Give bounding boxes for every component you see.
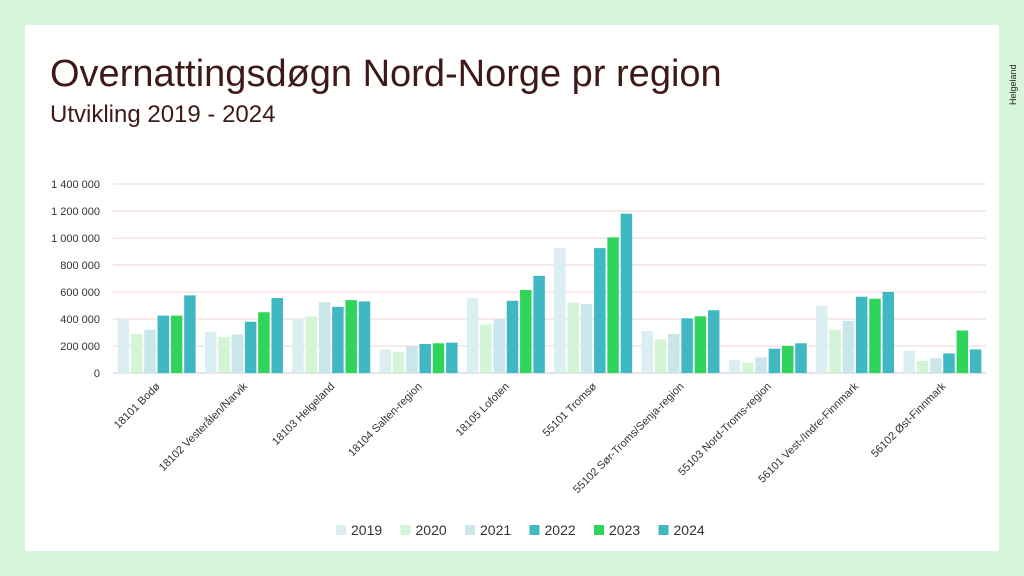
legend-label: 2022 bbox=[545, 522, 576, 538]
bar bbox=[567, 302, 579, 373]
x-tick-label: 18103 Helgeland bbox=[270, 381, 337, 448]
bar bbox=[117, 319, 130, 373]
bar bbox=[305, 316, 318, 373]
bar bbox=[768, 348, 781, 373]
legend-swatch bbox=[529, 525, 540, 535]
x-tick-label: 18104 Salten-region bbox=[346, 381, 425, 460]
y-tick-label: 400 000 bbox=[60, 314, 100, 326]
bar bbox=[170, 315, 183, 373]
bar bbox=[681, 318, 693, 373]
legend-label: 2023 bbox=[609, 522, 640, 538]
bar bbox=[144, 329, 156, 373]
bar bbox=[130, 333, 143, 373]
slide: Overnattingsdøgn Nord-Norge pr region Ut… bbox=[25, 25, 1018, 551]
bar bbox=[506, 300, 519, 373]
bar bbox=[332, 306, 344, 373]
x-tick-label: 18102 Vesterålen/Narvik bbox=[157, 380, 251, 474]
y-tick-label: 1 000 000 bbox=[51, 233, 100, 245]
bar bbox=[466, 298, 479, 373]
bar bbox=[842, 321, 855, 373]
bar bbox=[218, 337, 230, 373]
legend-swatch bbox=[465, 525, 475, 535]
bar bbox=[916, 360, 929, 373]
bar bbox=[969, 349, 982, 373]
y-tick-label: 800 000 bbox=[60, 260, 100, 272]
bar bbox=[406, 346, 418, 373]
bar bbox=[533, 275, 545, 373]
bar bbox=[903, 350, 915, 373]
bar bbox=[594, 248, 606, 373]
bar bbox=[358, 301, 371, 373]
bar bbox=[694, 316, 707, 373]
x-tick-label: 18101 Bodø bbox=[112, 380, 163, 431]
bar bbox=[271, 298, 283, 373]
bar bbox=[929, 358, 942, 373]
y-tick-label: 600 000 bbox=[60, 287, 100, 299]
legend-swatch bbox=[658, 525, 669, 535]
bar bbox=[668, 333, 680, 373]
bar bbox=[829, 329, 841, 373]
y-tick-label: 1 200 000 bbox=[51, 206, 100, 218]
y-tick-label: 1 400 000 bbox=[51, 179, 100, 191]
y-tick-label: 0 bbox=[94, 368, 100, 380]
x-tick-label: 56102 Øst-Finnmark bbox=[869, 380, 949, 460]
bar bbox=[654, 339, 667, 373]
legend-label: 2024 bbox=[674, 522, 705, 538]
y-tick-label: 200 000 bbox=[60, 341, 100, 353]
legend-label: 2019 bbox=[351, 522, 382, 538]
x-tick-label: 55101 Tromsø bbox=[541, 380, 600, 439]
bar bbox=[869, 298, 881, 373]
bar bbox=[882, 292, 895, 373]
bar bbox=[781, 346, 794, 373]
bar bbox=[816, 305, 828, 373]
bar bbox=[204, 331, 217, 373]
bar bbox=[480, 324, 492, 373]
bar bbox=[419, 343, 431, 373]
bar bbox=[318, 302, 331, 373]
x-tick-label: 55103 Nord-Troms-region bbox=[676, 381, 774, 479]
legend-swatch bbox=[594, 525, 604, 535]
bar bbox=[607, 237, 619, 373]
legend-label: 2021 bbox=[480, 522, 511, 538]
bar bbox=[641, 331, 653, 373]
slide-subtitle: Utvikling 2019 - 2024 bbox=[50, 101, 276, 128]
bar bbox=[379, 349, 392, 373]
bar bbox=[446, 342, 458, 373]
bar bbox=[520, 289, 532, 373]
bar bbox=[231, 334, 244, 373]
bar bbox=[345, 300, 357, 373]
bar bbox=[707, 310, 720, 373]
bar bbox=[493, 319, 505, 373]
bar bbox=[620, 213, 633, 373]
legend-swatch bbox=[336, 525, 346, 535]
bar bbox=[728, 360, 741, 373]
legend-label: 2020 bbox=[416, 522, 447, 538]
x-tick-label: 18105 Lofoten bbox=[454, 381, 512, 439]
bar bbox=[956, 330, 969, 373]
bar bbox=[855, 296, 868, 373]
bar bbox=[258, 312, 270, 373]
bar bbox=[244, 321, 257, 373]
bar bbox=[755, 357, 767, 373]
bar bbox=[157, 315, 170, 373]
bar bbox=[742, 362, 754, 373]
bar bbox=[392, 352, 405, 373]
bar bbox=[943, 353, 955, 373]
bar bbox=[292, 319, 304, 373]
bar bbox=[580, 304, 593, 373]
slide-title: Overnattingsdøgn Nord-Norge pr region bbox=[50, 53, 722, 95]
bar bbox=[795, 343, 807, 373]
bar bbox=[184, 295, 196, 373]
bar bbox=[554, 248, 566, 373]
x-tick-label: 56101 Vest-/Indre-Finnmark bbox=[756, 380, 861, 485]
legend-swatch bbox=[400, 525, 411, 535]
bar bbox=[432, 343, 445, 373]
